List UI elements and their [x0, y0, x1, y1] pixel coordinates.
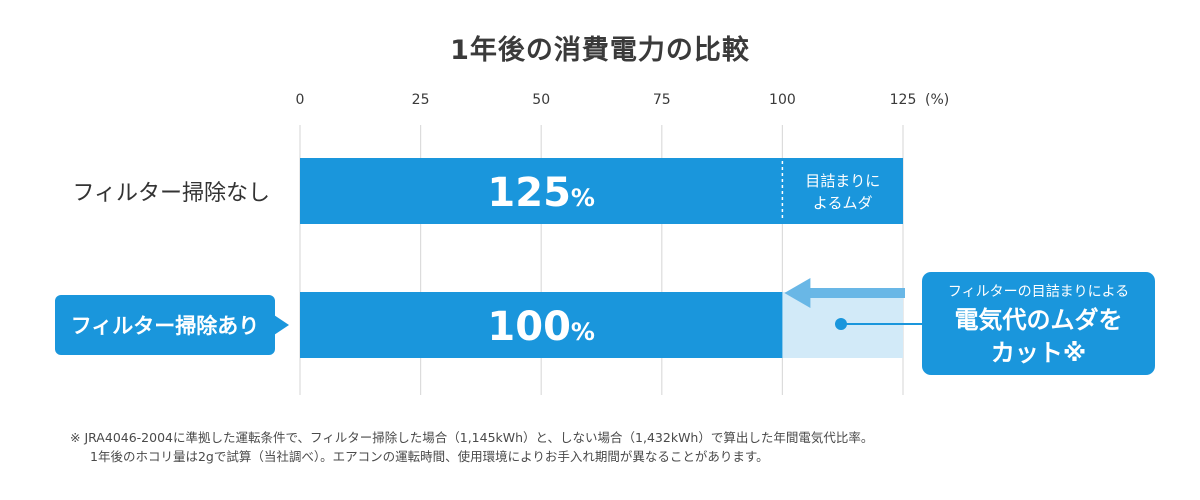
callout-line-2: 電気代のムダを — [955, 306, 1123, 334]
arrow-shaft — [808, 288, 905, 298]
tick-label-50: 50 — [532, 92, 550, 108]
category-label-1: フィルター掃除なし — [72, 181, 270, 206]
footnote: ※ JRA4046-2004に準拠した運転条件で、フィルター掃除した場合（1,1… — [70, 428, 1180, 466]
unit-label: (%) — [925, 92, 949, 108]
tick-label-0: 0 — [296, 92, 305, 108]
category-tag-pointer — [274, 315, 289, 335]
callout-line-3: カット※ — [991, 339, 1086, 367]
tick-label-100: 100 — [769, 92, 796, 108]
tick-label-25: 25 — [412, 92, 430, 108]
footnote-line-2: 1年後のホコリ量は2gで試算（当社調べ）。エアコンの運転時間、使用環境によりお手… — [70, 447, 1180, 466]
segment-annotation-line-2: よるムダ — [813, 194, 873, 212]
callout-line-1: フィルターの目詰まりによる — [948, 284, 1129, 300]
tick-label-75: 75 — [653, 92, 671, 108]
segment-annotation-line-1: 目詰まりに — [805, 172, 880, 190]
bar-1 — [300, 158, 903, 224]
tick-label-125: 125 — [890, 92, 917, 108]
category-label-2: フィルター掃除あり — [71, 314, 260, 338]
footnote-line-1: ※ JRA4046-2004に準拠した運転条件で、フィルター掃除した場合（1,1… — [70, 428, 1180, 447]
